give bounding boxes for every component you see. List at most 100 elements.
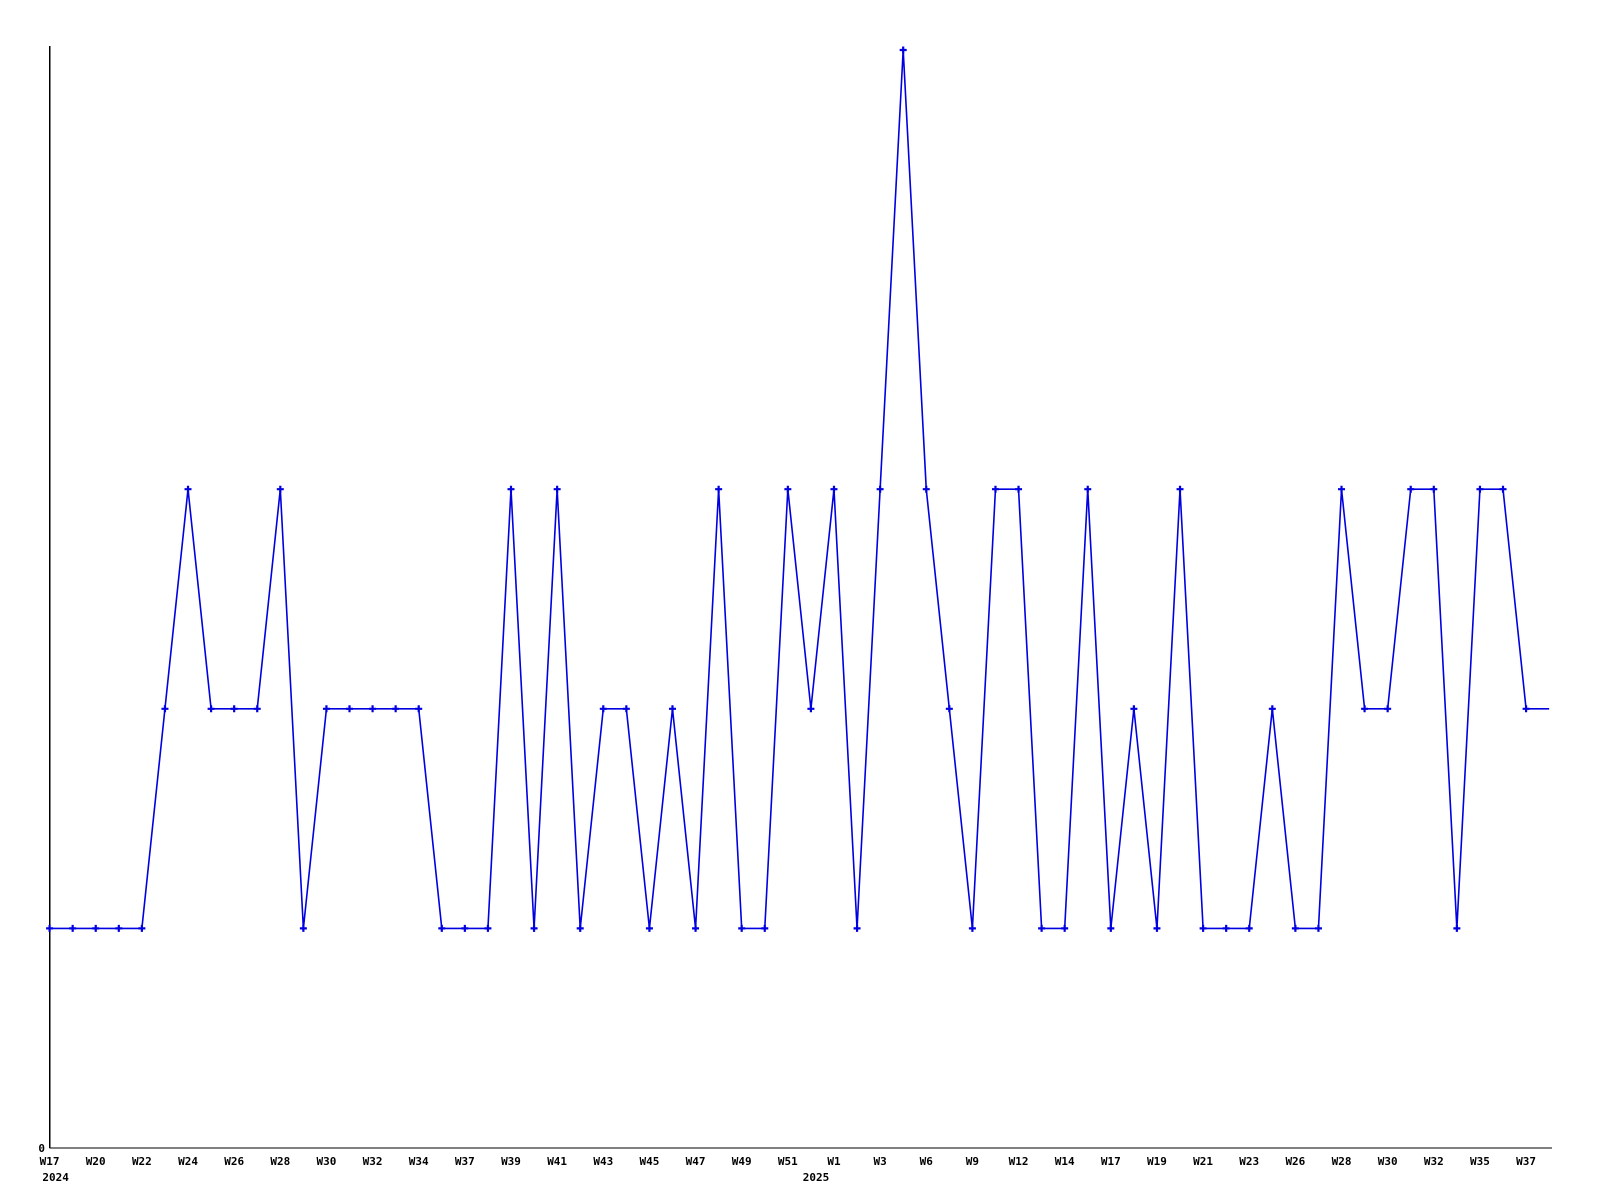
data-point-marker xyxy=(945,705,953,713)
data-point-marker xyxy=(1522,705,1530,713)
data-point-marker xyxy=(991,485,999,493)
x-tick-label: W1 xyxy=(827,1155,841,1168)
data-point-marker xyxy=(46,924,54,932)
data-point-marker xyxy=(1176,485,1184,493)
data-point-markers xyxy=(46,46,1530,932)
data-point-marker xyxy=(1314,924,1322,932)
x-tick-label: W28 xyxy=(270,1155,290,1168)
data-point-marker xyxy=(1245,924,1253,932)
data-point-marker xyxy=(1061,924,1069,932)
data-line xyxy=(49,49,1550,930)
data-point-marker xyxy=(1453,924,1461,932)
data-point-marker xyxy=(253,705,261,713)
x-tick-label: W6 xyxy=(920,1155,934,1168)
data-point-marker xyxy=(1499,485,1507,493)
data-point-marker xyxy=(645,924,653,932)
data-point-marker xyxy=(1130,705,1138,713)
data-point-marker xyxy=(1038,924,1046,932)
data-point-marker xyxy=(461,924,469,932)
x-tick-label: W26 xyxy=(1285,1155,1305,1168)
data-point-marker xyxy=(1338,485,1346,493)
data-point-marker xyxy=(346,705,354,713)
data-point-marker xyxy=(69,924,77,932)
data-point-marker xyxy=(415,705,423,713)
data-point-marker xyxy=(1153,924,1161,932)
x-tick-label: W45 xyxy=(639,1155,659,1168)
data-point-marker xyxy=(1430,485,1438,493)
data-point-marker xyxy=(484,924,492,932)
data-point-marker xyxy=(1107,924,1115,932)
x-tick-label: W34 xyxy=(409,1155,429,1168)
x-tick-label: W37 xyxy=(1516,1155,1536,1168)
x-tick-label: W32 xyxy=(1424,1155,1444,1168)
data-point-marker xyxy=(922,485,930,493)
x-tick-label: W26 xyxy=(224,1155,244,1168)
x-tick-label: W30 xyxy=(317,1155,337,1168)
x-tick-label: W19 xyxy=(1147,1155,1167,1168)
x-tick-label: W20 xyxy=(86,1155,106,1168)
data-point-marker xyxy=(299,924,307,932)
x-tick-label: W47 xyxy=(686,1155,706,1168)
data-point-marker xyxy=(1268,705,1276,713)
data-point-marker xyxy=(738,924,746,932)
x-year-labels: 2024 2025 xyxy=(42,1171,829,1184)
data-point-marker xyxy=(807,705,815,713)
x-tick-label: W9 xyxy=(966,1155,979,1168)
data-point-marker xyxy=(784,485,792,493)
data-point-marker xyxy=(968,924,976,932)
x-tick-label: W24 xyxy=(178,1155,198,1168)
data-point-marker xyxy=(715,485,723,493)
data-point-marker xyxy=(599,705,607,713)
data-point-marker xyxy=(553,485,561,493)
x-tick-label: W28 xyxy=(1332,1155,1352,1168)
data-point-marker xyxy=(1361,705,1369,713)
year-label: 2024 xyxy=(42,1171,69,1184)
x-tick-label: W37 xyxy=(455,1155,475,1168)
data-point-marker xyxy=(830,485,838,493)
x-tick-label: W49 xyxy=(732,1155,752,1168)
data-point-marker xyxy=(576,924,584,932)
axes xyxy=(48,46,1552,1149)
data-point-marker xyxy=(876,485,884,493)
x-tick-label: W22 xyxy=(132,1155,152,1168)
data-point-marker xyxy=(322,705,330,713)
data-point-marker xyxy=(138,924,146,932)
data-point-marker xyxy=(161,705,169,713)
y-zero-label: 0 xyxy=(38,1142,45,1155)
x-tick-label: W41 xyxy=(547,1155,567,1168)
data-point-marker xyxy=(761,924,769,932)
data-point-marker xyxy=(1199,924,1207,932)
data-point-marker xyxy=(438,924,446,932)
x-tick-label: W17 xyxy=(40,1155,60,1168)
data-point-marker xyxy=(622,705,630,713)
data-point-marker xyxy=(1015,485,1023,493)
data-point-marker xyxy=(1407,485,1415,493)
data-point-marker xyxy=(853,924,861,932)
data-point-marker xyxy=(530,924,538,932)
x-tick-label: W21 xyxy=(1193,1155,1213,1168)
x-tick-label: W23 xyxy=(1239,1155,1259,1168)
data-point-marker xyxy=(369,705,377,713)
x-tick-label: W3 xyxy=(873,1155,886,1168)
x-tick-label: W17 xyxy=(1101,1155,1121,1168)
data-point-marker xyxy=(899,46,907,54)
data-point-marker xyxy=(184,485,192,493)
x-tick-label: W32 xyxy=(363,1155,383,1168)
x-tick-label: W12 xyxy=(1009,1155,1029,1168)
data-point-marker xyxy=(207,705,215,713)
x-tick-label: W30 xyxy=(1378,1155,1398,1168)
year-label: 2025 xyxy=(803,1171,830,1184)
data-point-marker xyxy=(1084,485,1092,493)
data-point-marker xyxy=(230,705,238,713)
data-point-marker xyxy=(507,485,515,493)
data-point-marker xyxy=(668,705,676,713)
x-tick-label: W43 xyxy=(593,1155,613,1168)
x-tick-label: W51 xyxy=(778,1155,798,1168)
x-tick-label: W14 xyxy=(1055,1155,1075,1168)
x-tick-label: W35 xyxy=(1470,1155,1490,1168)
data-point-marker xyxy=(1384,705,1392,713)
data-point-marker xyxy=(1291,924,1299,932)
data-point-marker xyxy=(392,705,400,713)
